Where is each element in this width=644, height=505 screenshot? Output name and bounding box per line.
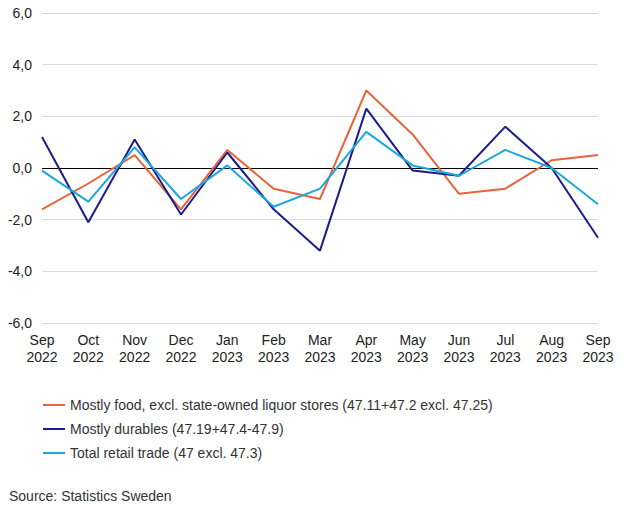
svg-text:Jul: Jul [496, 332, 514, 348]
svg-text:-2,0: -2,0 [8, 212, 32, 228]
svg-text:2023: 2023 [212, 349, 243, 365]
svg-text:2023: 2023 [582, 349, 613, 365]
svg-text:Mostly durables (47.19+47.4-47: Mostly durables (47.19+47.4-47.9) [70, 421, 284, 437]
svg-text:Source: Statistics Sweden: Source: Statistics Sweden [9, 488, 172, 504]
svg-text:Aug: Aug [539, 332, 564, 348]
svg-text:Oct: Oct [77, 332, 99, 348]
svg-text:2023: 2023 [490, 349, 521, 365]
svg-text:2022: 2022 [26, 349, 57, 365]
svg-text:2023: 2023 [351, 349, 382, 365]
svg-text:6,0: 6,0 [13, 5, 33, 21]
svg-text:Nov: Nov [122, 332, 147, 348]
svg-text:-6,0: -6,0 [8, 315, 32, 331]
svg-text:Mostly food, excl. state-owned: Mostly food, excl. state-owned liquor st… [70, 397, 493, 413]
svg-text:2023: 2023 [536, 349, 567, 365]
svg-text:Mar: Mar [308, 332, 332, 348]
svg-text:Dec: Dec [169, 332, 194, 348]
svg-text:2022: 2022 [119, 349, 150, 365]
svg-text:2023: 2023 [397, 349, 428, 365]
svg-text:Jan: Jan [216, 332, 239, 348]
svg-text:Jun: Jun [448, 332, 471, 348]
svg-text:2022: 2022 [165, 349, 196, 365]
svg-text:Sep: Sep [586, 332, 611, 348]
svg-text:Feb: Feb [262, 332, 286, 348]
svg-text:2022: 2022 [73, 349, 104, 365]
svg-text:Apr: Apr [355, 332, 377, 348]
svg-text:Total retail trade (47 excl. 4: Total retail trade (47 excl. 47.3) [70, 445, 262, 461]
svg-text:2023: 2023 [443, 349, 474, 365]
svg-text:Sep: Sep [30, 332, 55, 348]
svg-text:0,0: 0,0 [13, 160, 33, 176]
svg-text:2023: 2023 [304, 349, 335, 365]
svg-text:-4,0: -4,0 [8, 263, 32, 279]
svg-text:2,0: 2,0 [13, 108, 33, 124]
svg-text:4,0: 4,0 [13, 57, 33, 73]
svg-text:May: May [399, 332, 425, 348]
svg-text:2023: 2023 [258, 349, 289, 365]
